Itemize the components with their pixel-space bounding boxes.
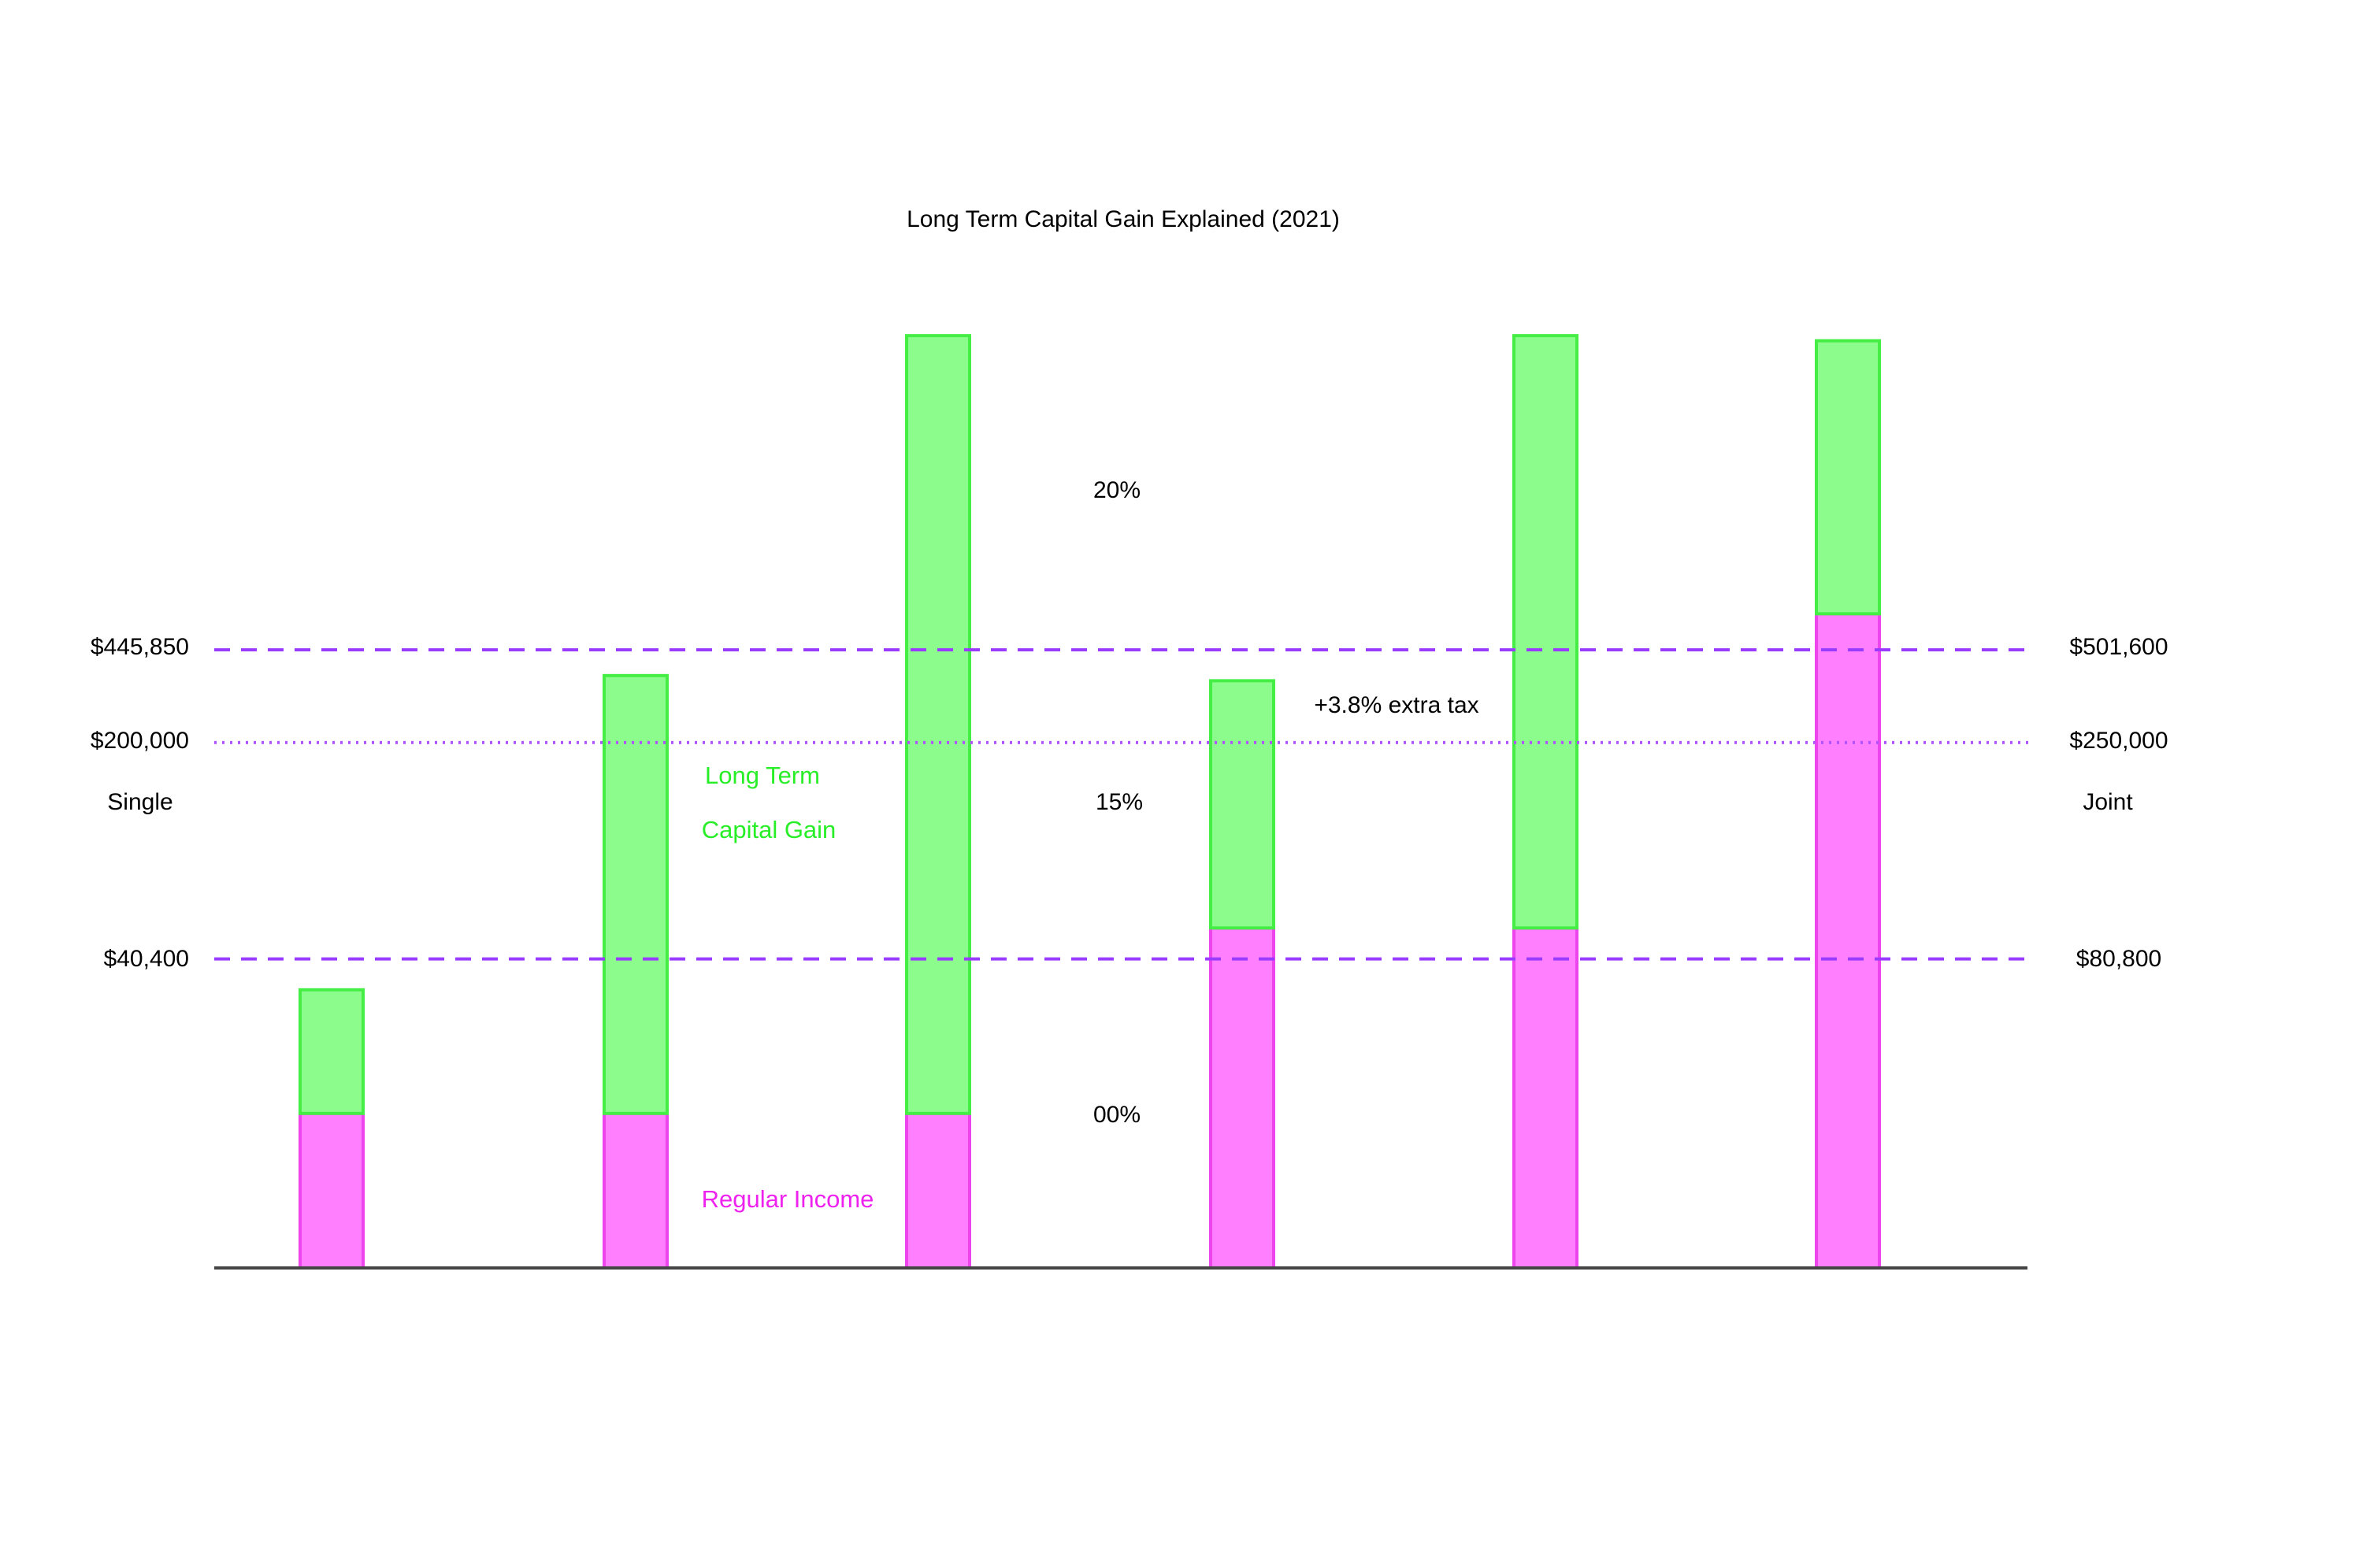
- bar-regular-income-6: [1815, 612, 1881, 1270]
- bar-capital-gain-4: [1209, 679, 1275, 930]
- bar-regular-income-5: [1512, 926, 1578, 1270]
- right-label-80800: $80,800: [2076, 946, 2161, 972]
- regular-income-label: Regular Income: [702, 1185, 874, 1213]
- single-label: Single: [107, 789, 172, 815]
- rate-label-15: 15%: [1096, 789, 1143, 815]
- bar-capital-gain-5: [1512, 334, 1578, 930]
- rate-label-00: 00%: [1093, 1102, 1141, 1128]
- left-label-200000: $200,000: [91, 728, 189, 754]
- bar-regular-income-2: [603, 1111, 669, 1270]
- bars-layer: [299, 334, 1881, 1270]
- right-label-250000: $250,000: [2069, 728, 2168, 754]
- threshold-lines-layer: [214, 648, 2031, 961]
- bar-regular-income-3: [905, 1111, 971, 1270]
- bar-regular-income-1: [299, 1111, 365, 1270]
- joint-label: Joint: [2083, 789, 2133, 815]
- bar-capital-gain-2: [603, 673, 669, 1115]
- extra-tax-annotation: +3.8% extra tax: [1314, 692, 1478, 718]
- bar-regular-income-4: [1209, 926, 1275, 1270]
- capital-gain-label-line1: Long Term: [705, 762, 820, 789]
- left-label-445850: $445,850: [91, 634, 189, 660]
- bar-capital-gain-1: [299, 988, 365, 1115]
- bar-capital-gain-6: [1815, 339, 1881, 616]
- right-label-501600: $501,600: [2069, 634, 2168, 660]
- bar-capital-gain-3: [905, 334, 971, 1115]
- rate-label-20: 20%: [1093, 477, 1141, 503]
- capital-gain-label-line2: Capital Gain: [702, 816, 837, 843]
- chart-title: Long Term Capital Gain Explained (2021): [907, 206, 1340, 232]
- left-label-40400: $40,400: [104, 946, 189, 972]
